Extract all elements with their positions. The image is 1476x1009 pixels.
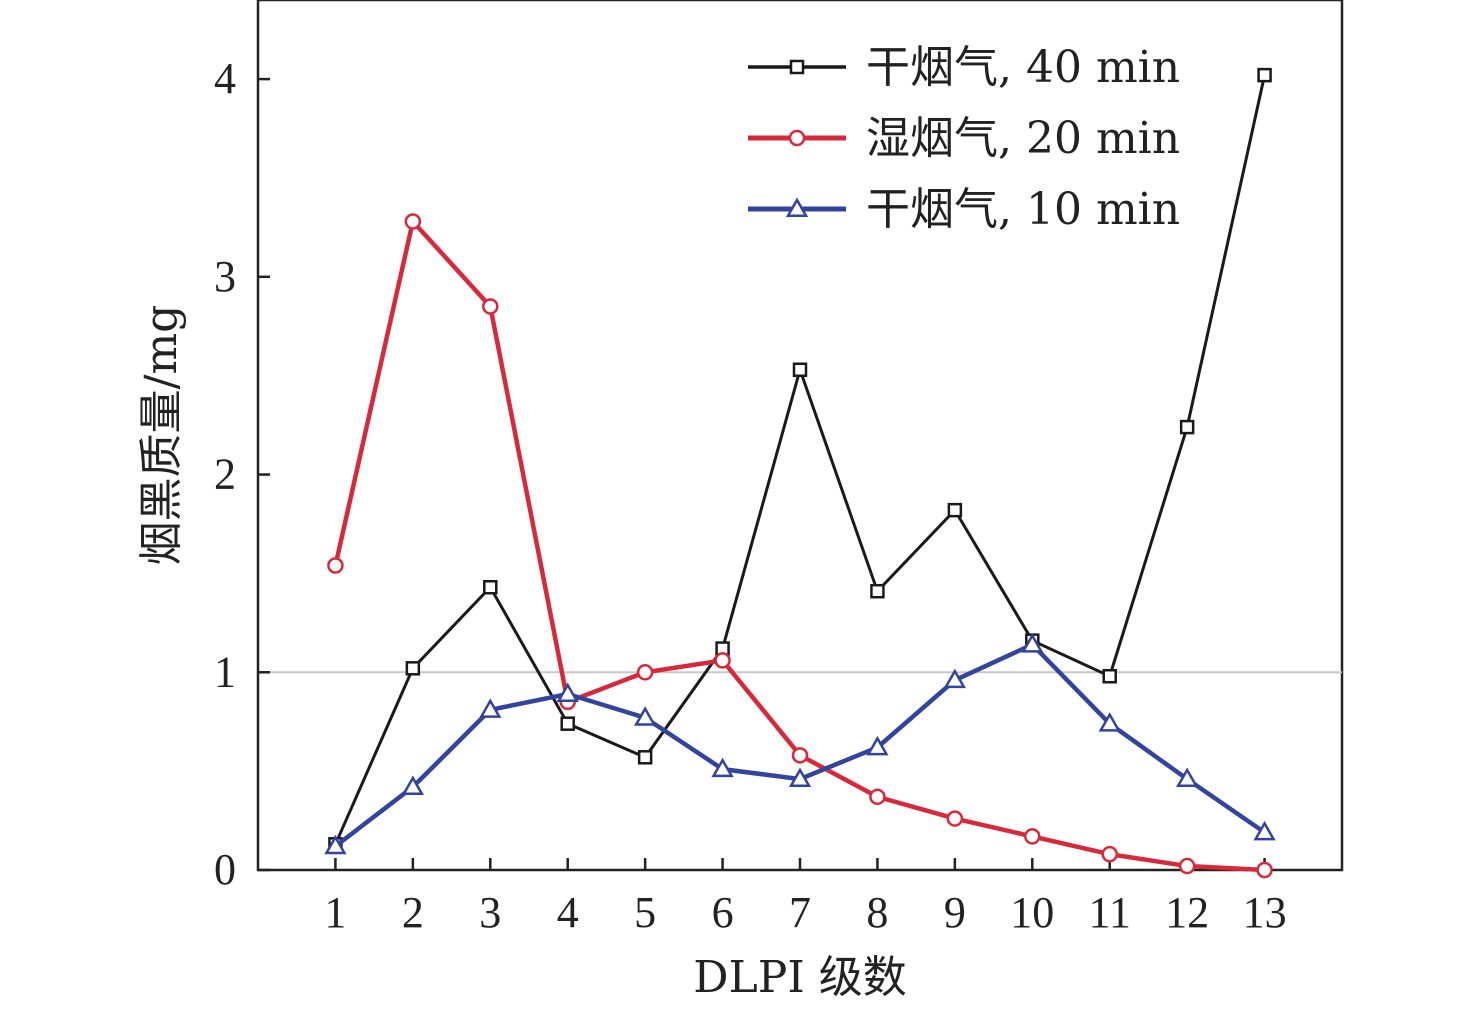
y-tick-label: 1 (214, 647, 236, 696)
data-point-circle (1101, 845, 1118, 863)
data-point-square (792, 362, 808, 377)
data-point-circle (636, 664, 654, 681)
legend-entry-2: 湿烟气, 20 min (748, 113, 1180, 164)
y-tick-label: 3 (214, 252, 236, 301)
data-point-square (1257, 67, 1272, 83)
data-point-triangle (324, 834, 347, 855)
data-point-square (789, 59, 805, 75)
legend-label: 湿烟气, 20 min (866, 113, 1180, 164)
data-point-circle (946, 810, 964, 827)
x-tick-label: 1 (324, 888, 346, 937)
legend-entry-1: 干烟气, 40 min (748, 42, 1180, 93)
data-point-triangle (401, 775, 425, 795)
data-point-square (405, 661, 421, 676)
data-point-circle (1178, 857, 1196, 875)
x-tick-label: 8 (866, 888, 888, 937)
data-point-triangle (711, 757, 734, 778)
x-tick-label: 11 (1089, 888, 1131, 937)
data-point-triangle (866, 735, 889, 756)
y-axis-label: 烟黑质量/mg (136, 305, 187, 566)
data-point-triangle (1175, 767, 1199, 788)
data-point-circle (869, 788, 886, 806)
data-point-triangle (785, 197, 809, 217)
data-point-circle (788, 129, 806, 147)
data-point-triangle (1021, 633, 1044, 653)
x-tick-label: 9 (944, 888, 966, 937)
data-point-triangle (788, 767, 812, 788)
data-point-circle (1256, 861, 1273, 879)
x-tick-label: 10 (1010, 888, 1054, 937)
data-point-square (637, 750, 653, 765)
data-point-square (1102, 668, 1117, 684)
data-point-circle (791, 747, 809, 764)
x-tick-label: 2 (402, 888, 424, 937)
data-point-triangle (1253, 820, 1276, 841)
data-point-square (1179, 419, 1195, 435)
x-tick-label: 4 (557, 888, 579, 937)
y-tick-label: 2 (214, 450, 236, 499)
data-point-circle (482, 298, 499, 315)
data-point-circle (404, 213, 422, 230)
data-point-square (947, 502, 963, 518)
data-point-triangle (943, 668, 967, 689)
y-tick-label: 4 (214, 54, 236, 103)
series-3 (324, 633, 1276, 855)
x-tick-label: 7 (789, 888, 811, 937)
data-point-triangle (1098, 712, 1121, 732)
x-axis-label: DLPI 级数 (693, 952, 906, 1003)
data-point-circle (714, 652, 731, 669)
data-point-triangle (479, 698, 502, 718)
series-line (334, 641, 1266, 849)
x-tick-label: 13 (1243, 888, 1287, 937)
x-tick-label: 5 (634, 888, 656, 937)
data-point-circle (327, 557, 344, 574)
legend-label: 干烟气, 40 min (866, 42, 1180, 93)
data-point-square (870, 583, 885, 599)
x-tick-label: 12 (1165, 888, 1209, 937)
data-point-circle (1024, 828, 1041, 845)
y-tick-label: 0 (214, 845, 236, 894)
data-point-triangle (633, 706, 657, 726)
legend-label: 干烟气, 10 min (866, 184, 1180, 235)
data-point-square (483, 580, 498, 595)
legend-entry-3: 干烟气, 10 min (748, 184, 1180, 235)
data-point-square (560, 716, 575, 731)
x-tick-label: 6 (712, 888, 734, 937)
x-tick-label: 3 (479, 888, 501, 937)
data-point-triangle (556, 682, 579, 703)
